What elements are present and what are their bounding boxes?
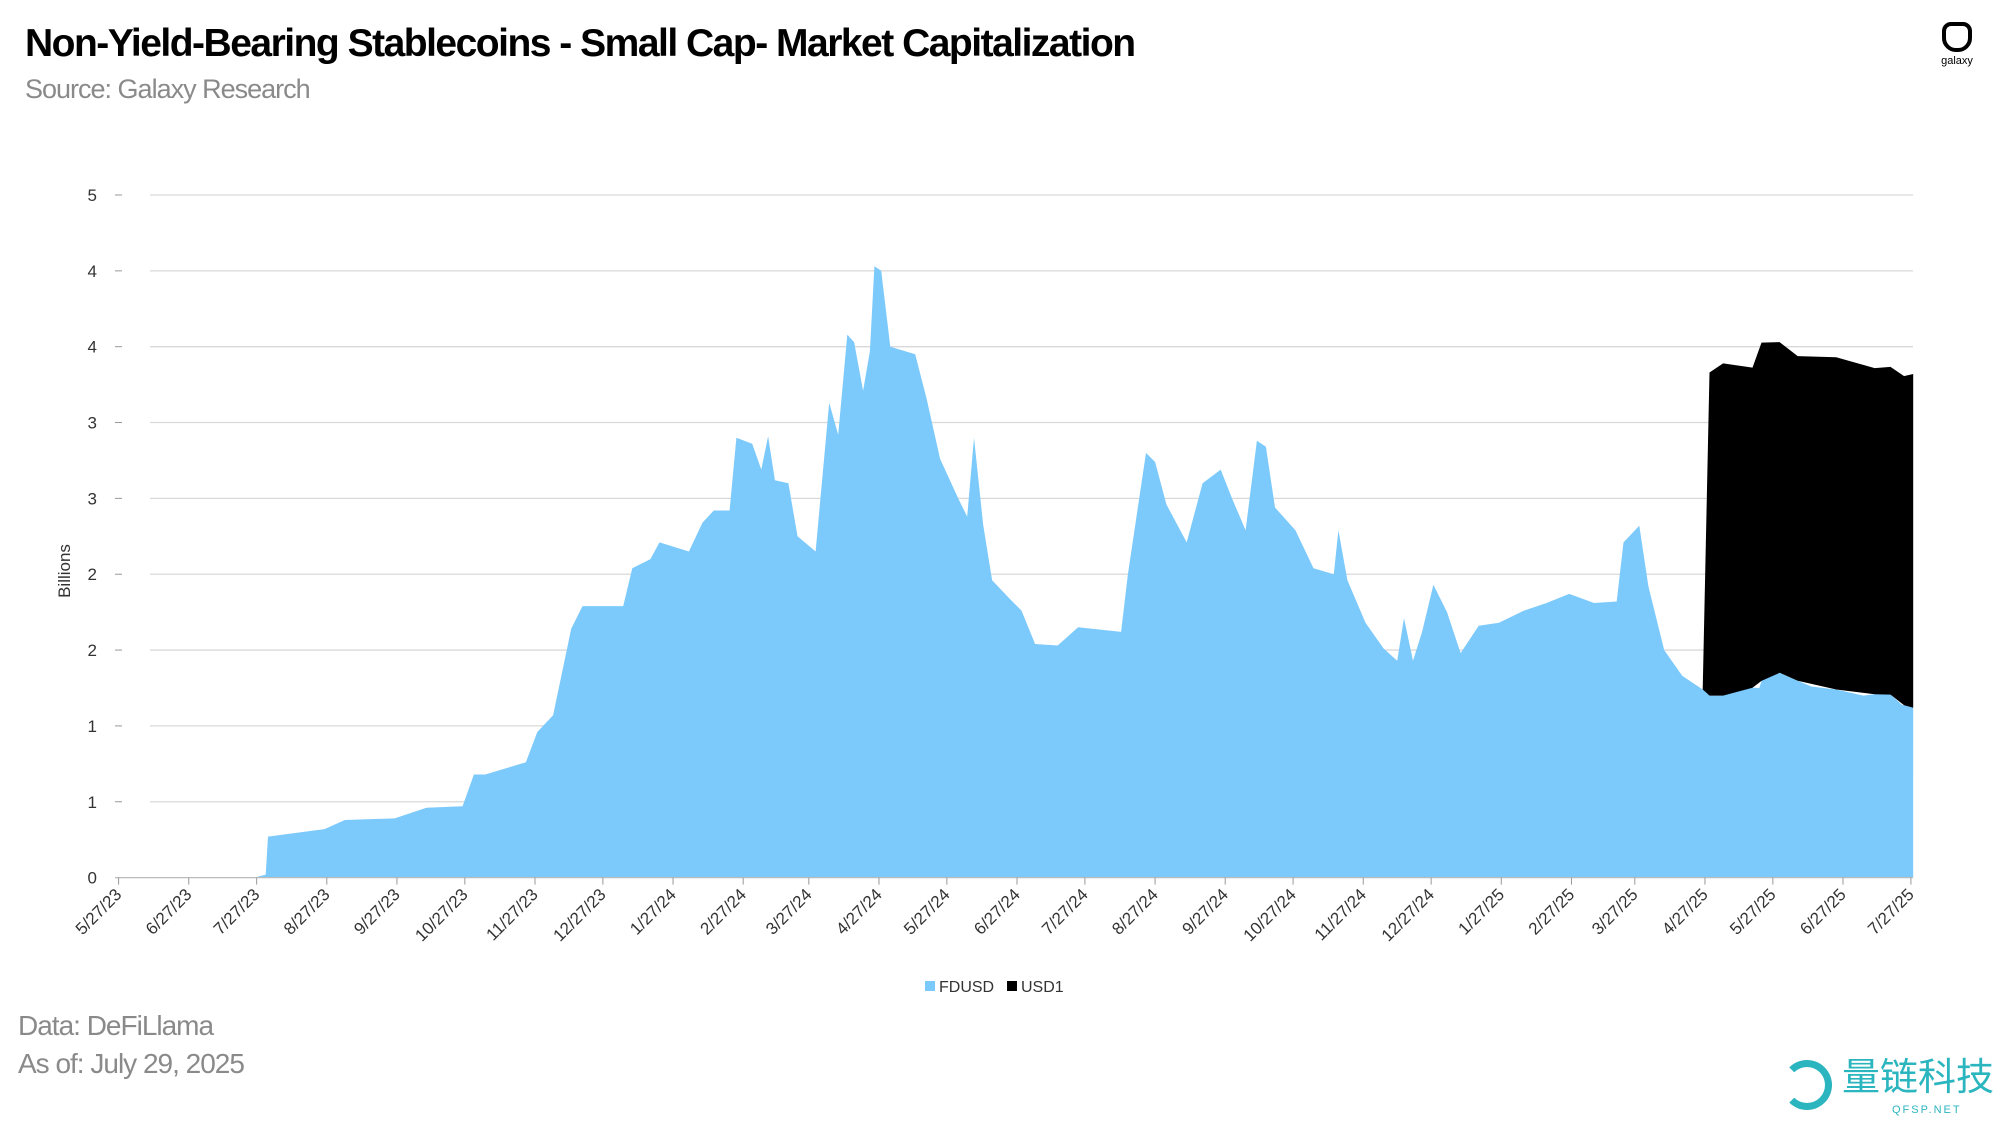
x-tick-label: 7/27/24 [1038, 885, 1092, 939]
y-axis-label: Billions [55, 544, 74, 598]
y-tick-label: 2 [88, 565, 97, 584]
as-of-date-note: As of: July 29, 2025 [18, 1048, 245, 1079]
y-tick-label: 1 [88, 717, 97, 736]
x-tick-label: 6/27/25 [1796, 885, 1850, 939]
watermark: 量链科技 QFSP.NET [1780, 1056, 2000, 1122]
legend-swatch-fdusd [925, 981, 935, 991]
x-tick-label: 4/27/24 [832, 885, 886, 939]
galaxy-logo: galaxy [1935, 22, 1979, 68]
chart-source: Source: Galaxy Research [25, 74, 311, 104]
data-source-note: Data: DeFiLlama [18, 1010, 214, 1041]
x-tick-label: 1/27/24 [626, 885, 680, 939]
galaxy-logo-text: galaxy [1941, 55, 1973, 67]
galaxy-logo-icon [1942, 22, 1972, 52]
x-tick-label: 5/27/23 [72, 885, 126, 939]
legend-label-fdusd: FDUSD [939, 979, 994, 996]
x-tick-label: 8/27/23 [280, 885, 334, 939]
x-tick-label: 3/27/25 [1588, 885, 1642, 939]
legend-label-usd1: USD1 [1021, 979, 1064, 996]
y-tick-label: 0 [88, 869, 97, 888]
fdusd-area [254, 266, 1914, 878]
y-tick-label: 5 [88, 186, 97, 205]
x-tick-label: 3/27/24 [762, 885, 816, 939]
y-tick-label: 2 [88, 641, 97, 660]
y-tick-label: 3 [88, 414, 97, 433]
x-tick-label: 11/27/24 [1311, 885, 1370, 944]
y-tick-label: 3 [88, 489, 97, 508]
x-tick-label: 4/27/25 [1658, 885, 1712, 939]
y-tick-label: 4 [88, 338, 97, 357]
x-tick-label: 5/27/25 [1726, 885, 1780, 939]
x-tick-label: 11/27/23 [482, 885, 541, 944]
x-tick-label: 9/27/23 [350, 885, 404, 939]
x-tick-label: 9/27/24 [1178, 885, 1232, 939]
watermark-text-en: QFSP.NET [1892, 1104, 1962, 1116]
x-tick-label: 5/27/24 [900, 885, 954, 939]
x-tick-label: 7/27/25 [1864, 885, 1918, 939]
usd1-area [1702, 342, 1914, 708]
legend-swatch-usd1 [1007, 981, 1017, 991]
x-tick-label: 10/27/24 [1240, 885, 1300, 945]
x-tick-label: 2/27/24 [696, 885, 750, 939]
x-tick-label: 6/27/24 [970, 885, 1024, 939]
x-tick-label: 7/27/23 [210, 885, 264, 939]
x-tick-label: 10/27/23 [411, 885, 471, 945]
x-tick-label: 12/27/23 [549, 885, 609, 945]
x-tick-label: 1/27/25 [1455, 885, 1509, 939]
chart-title: Non-Yield-Bearing Stablecoins - Small Ca… [25, 22, 1136, 65]
watermark-text-cn: 量链科技 [1842, 1055, 1995, 1099]
x-tick-label: 6/27/23 [142, 885, 196, 939]
watermark-logo-icon [1782, 1060, 1832, 1110]
y-tick-label: 4 [88, 262, 97, 281]
x-tick-label: 12/27/24 [1378, 885, 1438, 945]
x-tick-label: 2/27/25 [1525, 885, 1579, 939]
y-tick-label: 1 [88, 793, 97, 812]
x-tick-label: 8/27/24 [1108, 885, 1162, 939]
